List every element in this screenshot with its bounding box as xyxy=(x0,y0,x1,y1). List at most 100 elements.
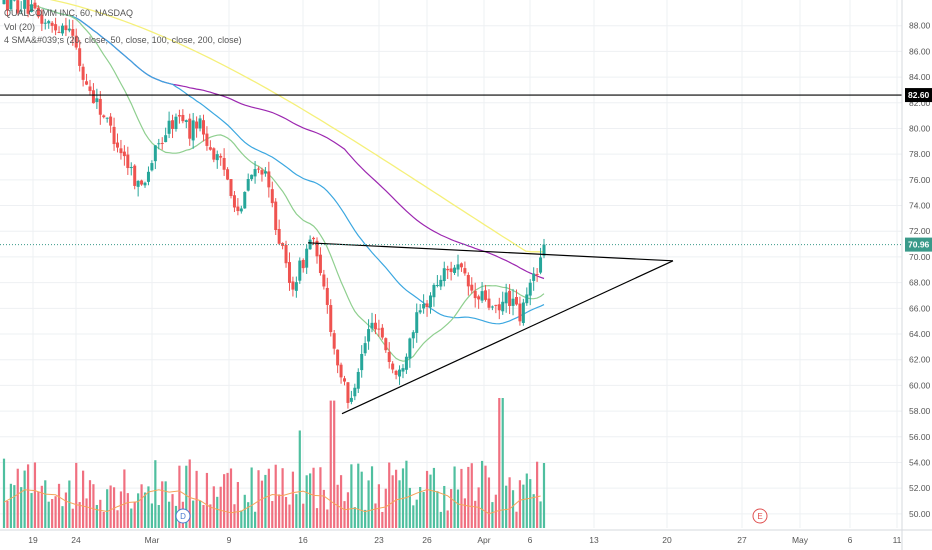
candle xyxy=(150,160,154,172)
volume-bar xyxy=(367,480,370,528)
candle xyxy=(267,161,271,198)
volume-bar xyxy=(23,470,26,528)
candle xyxy=(260,167,264,182)
candle-body xyxy=(153,145,157,162)
candle-body xyxy=(215,154,219,161)
volume-bar xyxy=(109,485,112,528)
candle xyxy=(367,319,371,350)
candle-body xyxy=(428,295,432,308)
volume-bar xyxy=(240,510,243,528)
candle-body xyxy=(126,154,130,169)
support-trendline[interactable] xyxy=(341,260,674,415)
drawings[interactable] xyxy=(0,94,902,415)
candle-body xyxy=(226,169,230,180)
candle-body xyxy=(353,387,357,397)
candle-body xyxy=(232,195,236,208)
volume-bar xyxy=(16,468,19,528)
candle xyxy=(336,349,340,374)
legend-volume[interactable]: Vol (20) xyxy=(4,22,36,32)
candle xyxy=(325,277,329,314)
volume-bar xyxy=(154,460,157,528)
legend-symbol[interactable]: QUALCOMM INC, 60, NASDAQ xyxy=(4,8,134,18)
volume-bar xyxy=(370,466,374,528)
volume-bar xyxy=(167,501,171,528)
price-tick-label: 68.00 xyxy=(909,278,931,288)
candle-body xyxy=(236,206,240,212)
volume-bar xyxy=(247,502,250,528)
price-tick-label: 50.00 xyxy=(909,509,931,519)
candle xyxy=(291,276,295,297)
volume-bar xyxy=(326,509,329,528)
sma-200-line xyxy=(49,0,543,253)
earnings-marker[interactable]: E xyxy=(752,508,768,524)
candle xyxy=(453,264,457,276)
volume-bar xyxy=(505,485,508,528)
candle xyxy=(164,127,168,143)
price-tick-label: 72.00 xyxy=(909,226,931,236)
candle xyxy=(470,277,474,294)
candle xyxy=(109,113,113,133)
candle xyxy=(528,279,532,306)
candle xyxy=(160,137,164,150)
candle-body xyxy=(422,303,426,309)
volume-bar xyxy=(188,459,191,528)
candle xyxy=(473,282,477,308)
last-price-badge-bg xyxy=(905,237,932,252)
volume-bar xyxy=(178,465,181,528)
resistance-trendline[interactable] xyxy=(307,242,674,262)
volume-bar xyxy=(260,480,264,528)
candle xyxy=(425,300,429,317)
dividend-marker[interactable]: D xyxy=(175,508,191,524)
candle-body xyxy=(177,115,181,117)
candle-body xyxy=(16,0,20,13)
volume-bar xyxy=(333,400,336,528)
candle xyxy=(349,390,353,405)
candle-body xyxy=(315,240,319,257)
candle-body xyxy=(356,371,360,389)
volume-bar xyxy=(329,400,332,528)
volume-bar xyxy=(288,504,291,528)
volume-bar xyxy=(20,487,23,528)
candle xyxy=(222,148,226,176)
candle xyxy=(140,179,144,186)
candles xyxy=(2,0,546,409)
candle xyxy=(198,115,202,132)
candle-body xyxy=(146,171,150,182)
volume-bar xyxy=(467,466,470,528)
candle-body xyxy=(308,239,312,250)
candle-body xyxy=(453,267,457,273)
volume-bar xyxy=(116,510,119,528)
volume-bar xyxy=(257,470,260,528)
candle-body xyxy=(511,298,515,306)
volume-bar xyxy=(319,467,322,528)
sma-lines xyxy=(28,0,545,362)
volume-bar xyxy=(243,494,246,528)
candle-body xyxy=(470,284,474,291)
volume-bar xyxy=(37,491,40,528)
volume-bar xyxy=(456,489,460,528)
candle xyxy=(157,138,161,150)
volume-bar xyxy=(377,484,381,528)
candle xyxy=(236,198,240,216)
volume-bar xyxy=(164,481,167,528)
candle-body xyxy=(267,171,271,188)
candle-body xyxy=(439,279,443,287)
price-tick-label: 52.00 xyxy=(909,483,931,493)
candle-body xyxy=(339,364,343,378)
candle xyxy=(501,291,505,315)
volume-bar xyxy=(44,480,47,528)
candle xyxy=(284,240,288,268)
legend-sma[interactable]: 4 SMA&#039;s (20, close, 50, close, 100,… xyxy=(4,35,242,45)
candle xyxy=(415,303,419,343)
candle-body xyxy=(253,169,257,177)
candle xyxy=(442,261,446,287)
volume-bar xyxy=(487,477,491,528)
time-tick-label: Mar xyxy=(145,535,160,545)
candle-body xyxy=(535,274,539,276)
candle-body xyxy=(136,180,140,187)
volume-bars xyxy=(2,398,546,528)
candle-body xyxy=(133,165,137,186)
volume-bar xyxy=(436,491,439,528)
